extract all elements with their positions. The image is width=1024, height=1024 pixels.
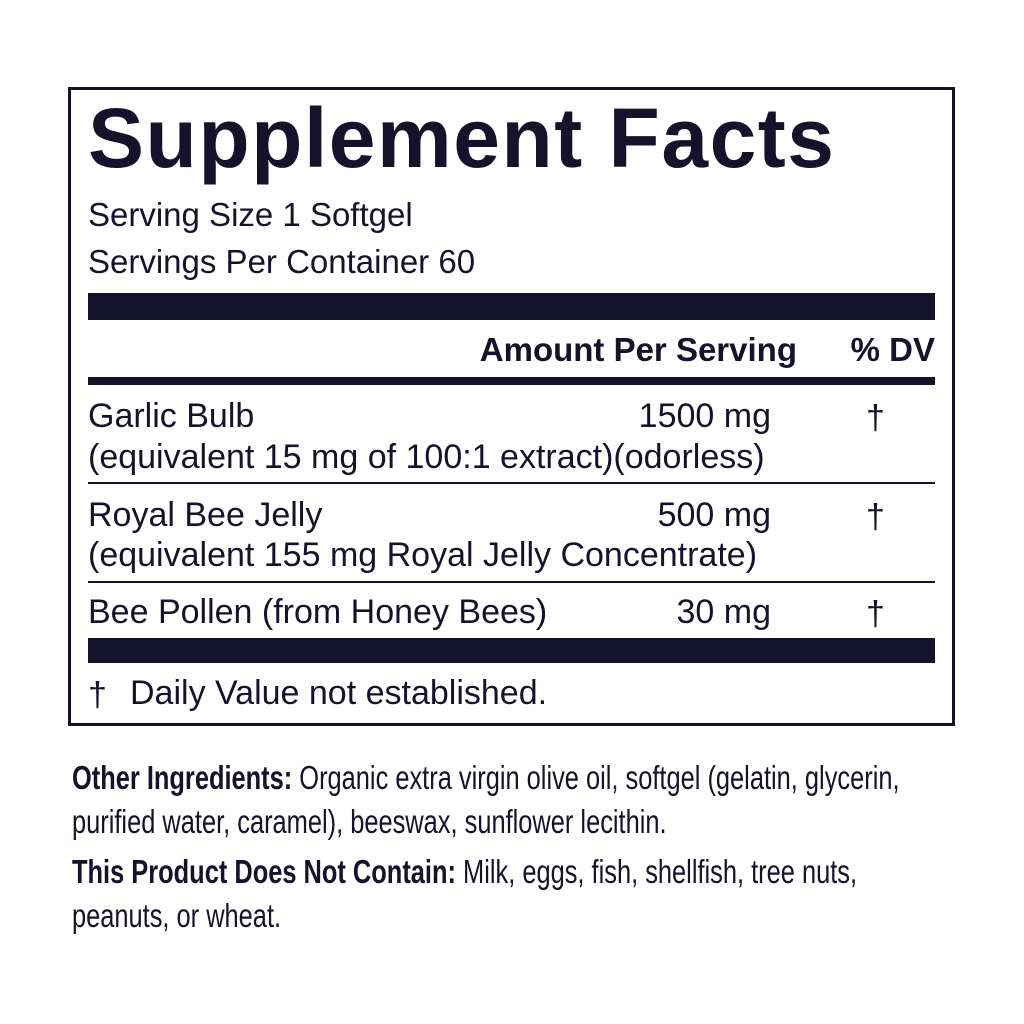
servings-per-container: Servings Per Container 60 xyxy=(88,243,476,280)
facts-box xyxy=(68,87,955,726)
row-amount: 1500 mg xyxy=(638,397,771,435)
thick-rule xyxy=(88,293,935,320)
dv-header: % DV xyxy=(850,331,935,368)
thick-rule xyxy=(88,638,935,663)
row-dv: † xyxy=(866,399,885,437)
footnote-symbol: † xyxy=(88,676,107,714)
serving-size: Serving Size 1 Softgel xyxy=(88,196,413,233)
other-ingredients: Other Ingredients: Organic extra virgin … xyxy=(72,756,919,844)
row-dv: † xyxy=(866,498,885,536)
medium-rule xyxy=(88,377,935,385)
thin-rule xyxy=(88,482,935,484)
text: Organic extra virgin olive oil, softgel … xyxy=(72,759,900,840)
label: This Product Does Not Contain: xyxy=(72,853,456,890)
title: Supplement Facts xyxy=(88,91,836,185)
row-detail: (equivalent 15 mg of 100:1 extract)(odor… xyxy=(88,438,765,476)
row-detail: (equivalent 155 mg Royal Jelly Concentra… xyxy=(88,536,758,574)
row-amount: 500 mg xyxy=(657,496,771,534)
row-amount: 30 mg xyxy=(676,593,772,631)
row-name: Garlic Bulb xyxy=(88,397,255,435)
row-dv: † xyxy=(866,595,885,633)
row-name: Royal Bee Jelly xyxy=(88,496,323,534)
row-name: Bee Pollen (from Honey Bees) xyxy=(88,593,548,631)
label: Other Ingredients: xyxy=(72,759,293,796)
does-not-contain: This Product Does Not Contain: Milk, egg… xyxy=(72,850,919,938)
text: Milk, eggs, fish, shellfish, tree nuts, … xyxy=(72,853,858,934)
footnote-text: Daily Value not established. xyxy=(130,674,548,712)
thin-rule xyxy=(88,581,935,583)
amount-header: Amount Per Serving xyxy=(479,331,797,368)
